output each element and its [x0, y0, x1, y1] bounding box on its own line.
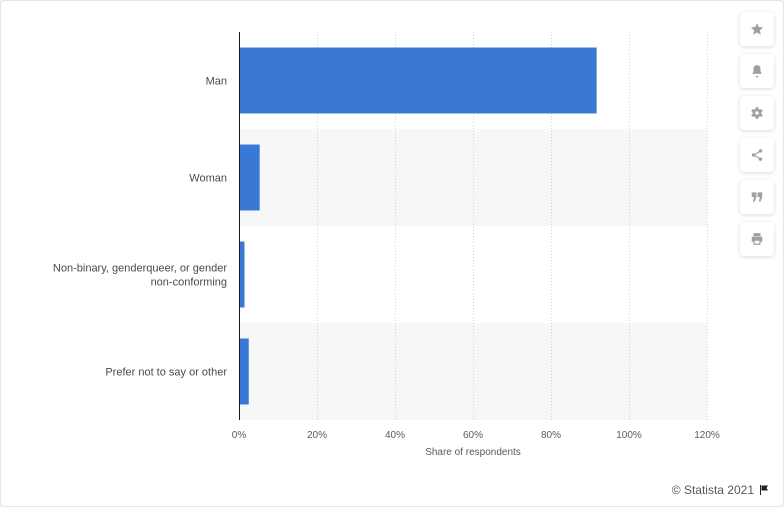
x-tick-label: 0% [232, 430, 247, 441]
bar [239, 241, 245, 308]
print-button[interactable] [740, 222, 774, 256]
settings-button[interactable] [740, 96, 774, 130]
notification-button[interactable] [740, 54, 774, 88]
x-axis-label: Share of respondents [425, 447, 521, 458]
chart-toolbar [740, 12, 774, 264]
category-label: Non-binary, genderqueer, or gender non-co… [53, 263, 227, 289]
star-icon [750, 23, 764, 35]
favorite-button[interactable] [740, 12, 774, 46]
category-label: Man [206, 76, 227, 88]
share-button[interactable] [740, 138, 774, 172]
bar [239, 338, 249, 405]
bell-icon [752, 65, 762, 78]
x-tick-label: 100% [616, 430, 642, 441]
category-label: Woman [189, 173, 227, 185]
statista-credit[interactable]: © Statista 2021 [672, 483, 770, 497]
bar [239, 144, 260, 211]
print-icon [751, 233, 763, 245]
credit-text: © Statista 2021 [671, 483, 754, 497]
x-tick-label: 120% [694, 430, 720, 441]
x-tick-label: 60% [463, 430, 483, 441]
flag-icon [760, 485, 768, 495]
share-icon [751, 149, 763, 161]
x-tick-label: 20% [307, 430, 327, 441]
x-tick-label: 80% [541, 430, 561, 441]
x-tick-label: 40% [385, 430, 405, 441]
bar-chart: Man Woman Non-binary, genderqueer, or gend… [53, 32, 720, 458]
category-label: Prefer not to say or other [105, 367, 227, 379]
quote-icon [751, 192, 763, 202]
gear-icon [751, 107, 763, 119]
cite-button[interactable] [740, 180, 774, 214]
bar [239, 47, 597, 114]
